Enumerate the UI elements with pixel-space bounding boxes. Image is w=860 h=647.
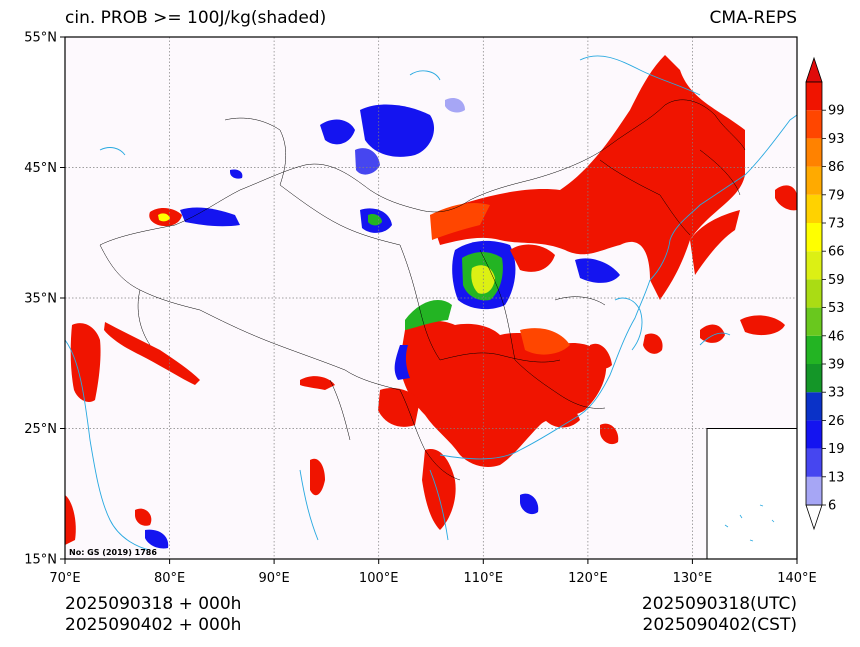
init-time-cst-line: 2025090402 + 000h [65, 615, 242, 635]
south-china-sea-inset [706, 428, 797, 559]
colorbar-tick-label: 13 [828, 470, 845, 485]
colorbar-tick-label: 39 [828, 358, 845, 373]
colorbar-tick-label: 53 [828, 301, 845, 316]
lon-tick-label: 80°E [154, 571, 185, 586]
gridlines [65, 37, 797, 559]
lon-tick-label: 120°E [568, 571, 608, 586]
valid-time-cst: 2025090402(CST) [642, 615, 797, 635]
colorbar-tick-label: 86 [828, 160, 845, 175]
colorbar-tick-label: 46 [828, 329, 845, 344]
approval-number: No: GS (2019) 1786 [69, 548, 157, 557]
colorbar-cell [806, 279, 822, 308]
colorbar-cell [806, 82, 822, 111]
lat-tick-label: 25°N [24, 422, 57, 437]
lon-tick-label: 70°E [49, 571, 80, 586]
init-time-utc-line: 2025090318 + 000h [65, 594, 242, 614]
colorbar-cell [806, 448, 822, 477]
lat-tick-label: 45°N [24, 161, 57, 176]
lon-tick-label: 110°E [464, 571, 504, 586]
colorbar-cell [806, 166, 822, 195]
lon-tick-label: 90°E [258, 571, 289, 586]
colorbar-tick-label: 73 [828, 217, 845, 232]
lat-tick-label: 15°N [24, 553, 57, 568]
probability-shading [65, 55, 797, 549]
colorbar-cell [806, 335, 822, 364]
lat-tick-label: 55°N [24, 31, 57, 46]
chart-title: cin. PROB >= 100J/kg(shaded) [65, 8, 327, 28]
valid-time-utc: 2025090318(UTC) [641, 594, 797, 614]
colorbar-cell [806, 138, 822, 167]
colorbar: 6 13 19 26 33 39 46 53 59 66 73 79 86 93 99 [805, 56, 845, 531]
forecast-time-right: 2025090318(UTC) 2025090402(CST) [642, 594, 797, 636]
colorbar-cell [806, 420, 822, 449]
colorbar-tick-label: 79 [828, 188, 845, 203]
lon-tick-label: 100°E [359, 571, 399, 586]
lon-tick-label: 130°E [673, 571, 713, 586]
lat-tick-label: 35°N [24, 292, 57, 307]
colorbar-tick-label: 59 [828, 273, 845, 288]
lon-tick-label: 140°E [777, 571, 817, 586]
colorbar-extend-high [805, 56, 823, 83]
colorbar-tick-label: 33 [828, 386, 845, 401]
boundaries [99, 99, 746, 481]
colorbar-tick-label: 93 [828, 132, 845, 147]
colorbar-cell [806, 223, 822, 252]
colorbar-tick-label: 66 [828, 245, 845, 260]
colorbar-frame [805, 81, 823, 506]
colorbar-cell [806, 110, 822, 139]
colorbar-cell [806, 364, 822, 393]
colorbar-cell [806, 476, 822, 505]
colorbar-cell [806, 392, 822, 421]
colorbar-tick-label: 6 [828, 499, 836, 514]
colorbar-cell [806, 251, 822, 280]
coastlines [65, 55, 797, 551]
model-name: CMA-REPS [709, 8, 797, 28]
colorbar-tick-label: 99 [828, 104, 845, 119]
map-content [65, 37, 797, 559]
colorbar-cell [806, 194, 822, 223]
axis-ticks [60, 36, 798, 564]
colorbar-tick-label: 19 [828, 442, 845, 457]
colorbar-tick-label: 26 [828, 414, 845, 429]
forecast-time-left: 2025090318 + 000h 2025090402 + 000h [65, 594, 241, 636]
colorbar-cell [806, 307, 822, 336]
colorbar-extend-low [805, 504, 823, 531]
lat-tick-labels: 15°N 25°N 35°N 45°N 55°N [24, 31, 57, 568]
inset-islands [724, 504, 775, 542]
lon-tick-labels: 70°E 80°E 90°E 100°E 110°E 120°E 130°E 1… [49, 571, 816, 586]
